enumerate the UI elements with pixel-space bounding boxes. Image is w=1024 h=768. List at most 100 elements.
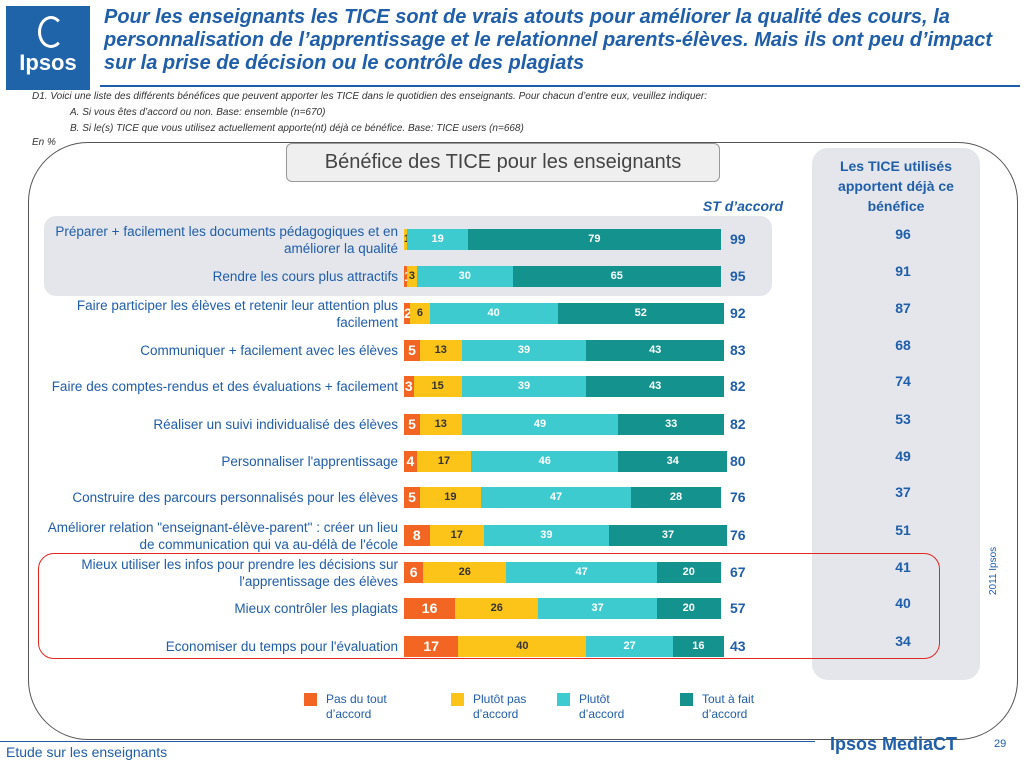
bar-segment: 37 xyxy=(608,525,728,546)
unit-label: En % xyxy=(32,137,56,148)
bar-segment: 3 xyxy=(404,376,414,397)
bar-segment: 17 xyxy=(404,636,459,657)
bar-segment: 39 xyxy=(484,525,609,546)
question-line-3: B. Si le(s) TICE que vous utilisez actue… xyxy=(70,123,524,134)
already-benefit-value: 40 xyxy=(895,595,911,611)
bar-segment: 28 xyxy=(631,487,721,508)
bar-segment: 13 xyxy=(420,340,462,361)
already-benefit-value: 41 xyxy=(895,559,911,575)
bar-segment: 5 xyxy=(404,340,420,361)
category-label: Réaliser un suivi individualisé des élèv… xyxy=(153,417,398,432)
question-text: D1. Voici une liste des différents bénéf… xyxy=(32,89,707,137)
already-benefit-value: 53 xyxy=(895,411,911,427)
bar-segment: 40 xyxy=(458,636,587,657)
bar-segment: 1 xyxy=(404,229,408,250)
bar-segment: 46 xyxy=(471,451,619,472)
category-label: Rendre les cours plus attractifs xyxy=(212,269,398,284)
bar-segment: 49 xyxy=(461,414,619,435)
category-label: Economiser du temps pour l'évaluation xyxy=(165,639,398,654)
page-number: 29 xyxy=(994,738,1007,750)
legend-label: Pas du tout d’accord xyxy=(326,692,387,721)
already-benefit-value: 91 xyxy=(895,263,911,279)
st-accord-value: 82 xyxy=(730,378,746,394)
already-benefit-value: 34 xyxy=(895,633,911,649)
bar-segment: 17 xyxy=(429,525,484,546)
bar-segment: 20 xyxy=(656,562,721,583)
st-accord-header: ST d’accord xyxy=(702,198,784,214)
bar-segment: 47 xyxy=(480,487,632,508)
bar-segment: 1 xyxy=(404,266,408,287)
legend-swatch xyxy=(557,693,570,706)
bar-segment: 52 xyxy=(557,303,724,324)
bar-segment: 16 xyxy=(404,598,456,619)
bar-segment: 40 xyxy=(429,303,558,324)
bar-segment: 43 xyxy=(586,376,724,397)
bar-segment: 19 xyxy=(420,487,481,508)
bar-segment: 19 xyxy=(407,229,468,250)
bar-segment: 3 xyxy=(407,266,417,287)
st-accord-value: 67 xyxy=(730,564,746,580)
category-label: Préparer + facilement les documents péda… xyxy=(55,223,398,256)
category-label: Faire des comptes-rendus et des évaluati… xyxy=(51,379,398,394)
bar-segment: 39 xyxy=(461,340,587,361)
st-accord-value: 76 xyxy=(730,527,746,543)
st-accord-value: 92 xyxy=(730,305,746,321)
chart-title: Bénéfice des TICE pour les enseignants xyxy=(286,143,720,182)
bar-segment: 43 xyxy=(586,340,724,361)
bar-segment: 30 xyxy=(416,266,513,287)
bar-segment: 8 xyxy=(404,525,430,546)
st-accord-value: 83 xyxy=(730,342,746,358)
question-line-1: D1. Voici une liste des différents bénéf… xyxy=(32,91,708,102)
bar-segment: 20 xyxy=(656,598,721,619)
category-label: Communiquer + facilement avec les élèves xyxy=(140,343,398,358)
legend-label: Plutôt pas d’accord xyxy=(473,692,527,721)
bar-segment: 37 xyxy=(538,598,657,619)
bar-segment: 15 xyxy=(413,376,462,397)
already-benefit-value: 51 xyxy=(895,522,911,538)
bar-segment: 2 xyxy=(404,303,411,324)
copyright-text: 2011 Ipsos xyxy=(988,546,999,595)
bar-segment: 79 xyxy=(468,229,721,250)
already-benefit-value: 68 xyxy=(895,337,911,353)
st-accord-value: 99 xyxy=(730,231,746,247)
already-benefit-value: 87 xyxy=(895,300,911,316)
legend-label: Plutôt d’accord xyxy=(579,692,625,721)
bar-segment: 27 xyxy=(586,636,673,657)
bar-segment: 17 xyxy=(416,451,472,472)
title-divider xyxy=(100,85,1020,87)
bar-segment: 26 xyxy=(423,562,507,583)
bar-segment: 47 xyxy=(506,562,657,583)
category-label: Mieux contrôler les plagiats xyxy=(234,601,398,616)
logo-head-icon xyxy=(38,16,64,48)
category-label: Faire participer les élèves et retenir l… xyxy=(76,297,398,330)
ipsos-logo: Ipsos xyxy=(6,6,90,90)
bar-segment: 39 xyxy=(461,376,587,397)
side-panel xyxy=(812,148,980,680)
st-accord-value: 76 xyxy=(730,489,746,505)
footer-brand: Ipsos MediaCT xyxy=(830,734,958,754)
question-line-2: A. Si vous êtes d’accord ou non. Base: e… xyxy=(70,107,326,118)
category-label: Personnaliser l'apprentissage xyxy=(221,454,398,469)
bar-segment: 16 xyxy=(672,636,724,657)
bar-segment: 34 xyxy=(618,451,728,472)
st-accord-value: 43 xyxy=(730,638,746,654)
page-title: Pour les enseignants les TICE sont de vr… xyxy=(104,6,993,74)
logo-text: Ipsos xyxy=(19,50,77,75)
bar-segment: 5 xyxy=(404,487,420,508)
category-label: Mieux utiliser les infos pour prendre le… xyxy=(81,556,398,589)
already-benefit-value: 74 xyxy=(895,373,911,389)
category-label: Améliorer relation "enseignant-élève-par… xyxy=(47,519,398,552)
bar-segment: 26 xyxy=(455,598,539,619)
bar-segment: 65 xyxy=(512,266,721,287)
footer-divider xyxy=(0,741,815,742)
bar-segment: 4 xyxy=(404,451,417,472)
already-benefit-value: 49 xyxy=(895,448,911,464)
category-label: Construire des parcours personnalisés po… xyxy=(72,490,398,505)
bar-segment: 13 xyxy=(420,414,462,435)
legend-swatch xyxy=(680,693,693,706)
st-accord-value: 95 xyxy=(730,268,746,284)
legend-swatch xyxy=(304,693,317,706)
already-benefit-value: 37 xyxy=(895,484,911,500)
chart-frame xyxy=(28,142,1018,740)
bar-segment: 33 xyxy=(618,414,724,435)
